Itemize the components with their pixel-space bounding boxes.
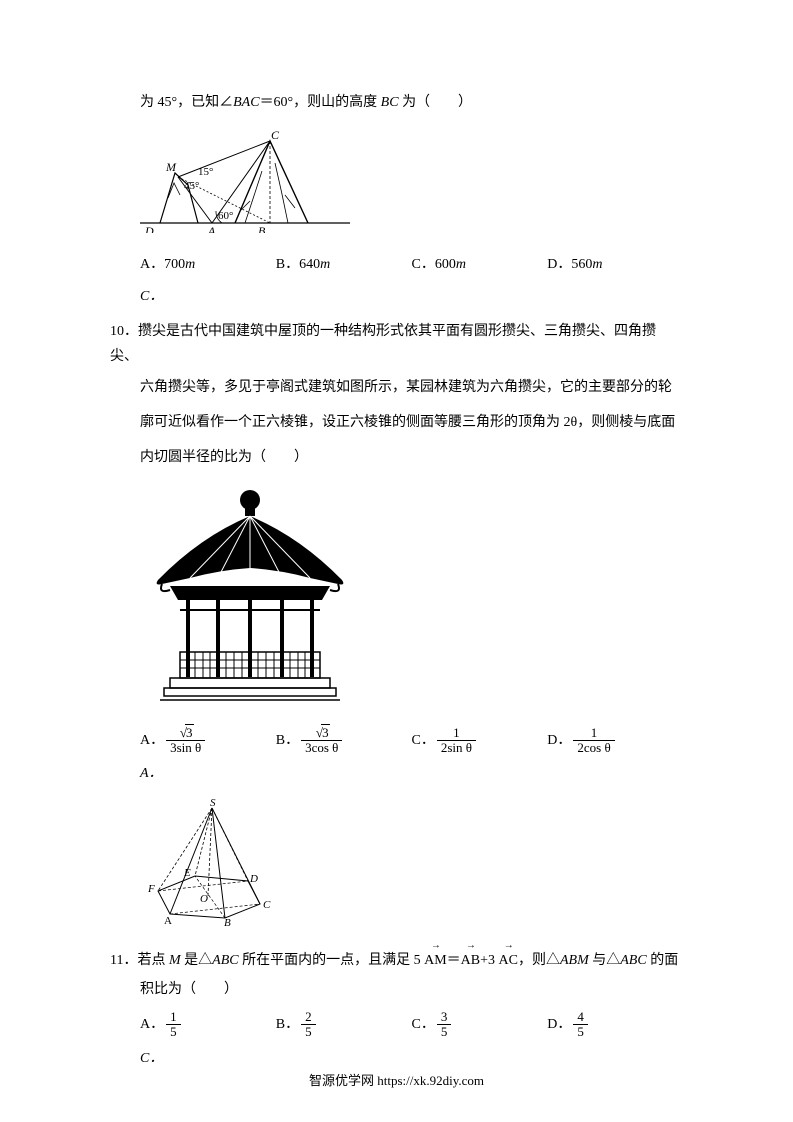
svg-text:A: A bbox=[164, 915, 172, 926]
page-content: 为 45°，已知∠BAC＝60°，则山的高度 BC 为（ ） D A B M C… bbox=[0, 0, 793, 1121]
q9-text-3: 为（ ） bbox=[399, 95, 473, 110]
pyramid-diagram: S O A B C D E F bbox=[140, 796, 290, 926]
vector-am: AM bbox=[424, 946, 447, 973]
q9-bac: BAC bbox=[233, 95, 259, 110]
q10-body2: 六角攒尖等，多见于亭阁式建筑如图所示，某园林建筑为六角攒尖，它的主要部分的轮 bbox=[110, 373, 683, 404]
svg-text:C: C bbox=[271, 128, 280, 142]
svg-text:O: O bbox=[200, 893, 208, 905]
q9-option-b: B．640m bbox=[276, 252, 412, 277]
q11-line2: 积比为（ ） bbox=[110, 977, 683, 1002]
q10-number: 10． bbox=[110, 319, 138, 344]
svg-text:15°: 15° bbox=[198, 166, 213, 178]
svg-text:F: F bbox=[147, 883, 155, 895]
svg-text:M: M bbox=[165, 160, 177, 174]
q11-figure: S O A B C D E F bbox=[110, 796, 683, 935]
svg-text:B: B bbox=[258, 224, 266, 233]
svg-text:45°: 45° bbox=[184, 180, 199, 192]
vector-ac: AC bbox=[499, 946, 518, 973]
q9-option-d: D．560m bbox=[547, 252, 683, 277]
q10-option-c: C． 12sin θ bbox=[412, 726, 548, 756]
q10-body1: 攒尖是古代中国建筑中屋顶的一种结构形式依其平面有圆形攒尖、三角攒尖、四角攒尖、 bbox=[110, 324, 656, 364]
svg-text:B: B bbox=[224, 917, 231, 926]
q9-text-1: 为 45°，已知∠ bbox=[140, 95, 233, 110]
q9-options: A．700m B．640m C．600m D．560m bbox=[110, 252, 683, 277]
q9-option-c: C．600m bbox=[412, 252, 548, 277]
svg-text:D: D bbox=[249, 873, 258, 885]
svg-text:E: E bbox=[183, 867, 191, 879]
svg-text:S: S bbox=[210, 797, 216, 809]
q9-answer: C． bbox=[110, 284, 683, 309]
q9-stem-tail: 为 45°，已知∠BAC＝60°，则山的高度 BC 为（ ） bbox=[110, 90, 683, 115]
q9-figure: D A B M C 15° 45° 60° bbox=[110, 123, 683, 242]
pavilion-diagram bbox=[140, 482, 360, 707]
q10-option-b: B． 33cos θ bbox=[276, 726, 412, 756]
q10-options: A． 33sin θ B． 33cos θ C． 12sin θ D． 12co… bbox=[110, 726, 683, 756]
q11-option-a: A． 15 bbox=[140, 1010, 276, 1040]
page-footer: 智源优学网 https://xk.92diy.com bbox=[0, 1069, 793, 1092]
svg-text:C: C bbox=[263, 899, 271, 911]
q10-body3: 廓可近似看作一个正六棱锥，设正六棱锥的侧面等腰三角形的顶角为 2θ，则侧棱与底面 bbox=[110, 408, 683, 439]
q10-line1: 10．攒尖是古代中国建筑中屋顶的一种结构形式依其平面有圆形攒尖、三角攒尖、四角攒… bbox=[110, 319, 683, 369]
q10-option-a: A． 33sin θ bbox=[140, 726, 276, 756]
svg-text:D: D bbox=[144, 224, 154, 233]
q9-text-2: ＝60°，则山的高度 bbox=[260, 95, 381, 110]
q11-answer: C． bbox=[110, 1046, 683, 1071]
q9-bc: BC bbox=[381, 95, 399, 110]
q10-body4: 内切圆半径的比为（ ） bbox=[110, 443, 683, 474]
q9-option-a: A．700m bbox=[140, 252, 276, 277]
svg-text:A: A bbox=[207, 224, 216, 233]
q10-figure bbox=[110, 482, 683, 716]
q11-option-d: D． 45 bbox=[547, 1010, 683, 1040]
mountain-diagram: D A B M C 15° 45° 60° bbox=[140, 123, 350, 233]
svg-text:60°: 60° bbox=[218, 210, 233, 222]
q11-option-b: B． 25 bbox=[276, 1010, 412, 1040]
q10-option-d: D． 12cos θ bbox=[547, 726, 683, 756]
q11-line1: 11．若点 M 是△ABC 所在平面内的一点，且满足 5 AM＝AB+3 AC，… bbox=[110, 946, 683, 973]
q11-options: A． 15 B． 25 C． 35 D． 45 bbox=[110, 1010, 683, 1040]
q11-option-c: C． 35 bbox=[412, 1010, 548, 1040]
vector-ab: AB bbox=[461, 946, 480, 973]
q11-number: 11． bbox=[110, 948, 137, 973]
q10-answer: A． bbox=[110, 761, 683, 786]
